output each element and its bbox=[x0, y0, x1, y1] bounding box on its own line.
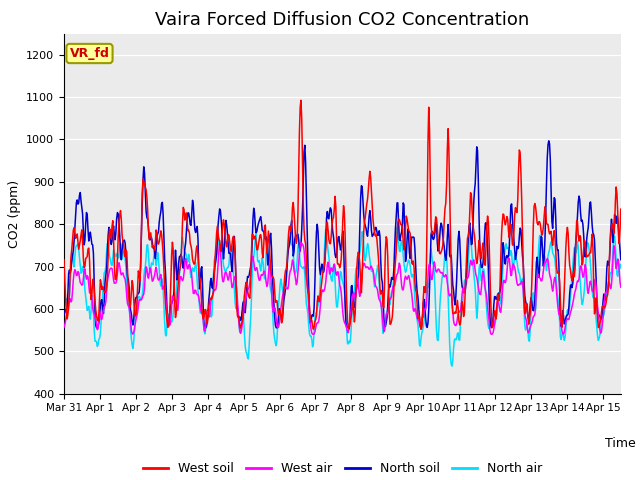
North soil bbox=[185, 210, 193, 216]
West soil bbox=[60, 257, 68, 263]
West air bbox=[617, 284, 625, 290]
North soil bbox=[70, 239, 78, 244]
North air bbox=[428, 246, 435, 252]
West soil bbox=[70, 225, 78, 230]
West soil bbox=[127, 289, 135, 295]
North soil bbox=[411, 244, 419, 250]
X-axis label: Time: Time bbox=[605, 437, 636, 450]
North air bbox=[617, 265, 625, 271]
North air bbox=[70, 264, 78, 270]
Line: West air: West air bbox=[64, 242, 621, 334]
West air bbox=[70, 270, 78, 276]
Line: North air: North air bbox=[64, 227, 621, 366]
North air bbox=[448, 363, 456, 369]
North air bbox=[127, 336, 135, 342]
West air bbox=[214, 273, 221, 279]
West soil bbox=[428, 231, 436, 237]
Legend: West soil, West air, North soil, North air: West soil, West air, North soil, North a… bbox=[138, 457, 547, 480]
West soil bbox=[411, 278, 419, 284]
West soil bbox=[297, 97, 305, 103]
North soil bbox=[428, 231, 435, 237]
Line: West soil: West soil bbox=[64, 100, 621, 329]
West soil bbox=[184, 228, 192, 234]
North soil bbox=[60, 311, 68, 317]
West soil bbox=[617, 206, 625, 212]
Line: North soil: North soil bbox=[64, 141, 621, 328]
North air bbox=[60, 295, 68, 300]
North soil bbox=[545, 138, 552, 144]
West air bbox=[411, 306, 419, 312]
North air bbox=[214, 249, 221, 254]
West air bbox=[60, 324, 68, 330]
Title: Vaira Forced Diffusion CO2 Concentration: Vaira Forced Diffusion CO2 Concentration bbox=[156, 11, 529, 29]
North soil bbox=[128, 319, 136, 325]
West air bbox=[127, 328, 135, 334]
West soil bbox=[214, 223, 221, 229]
North soil bbox=[93, 325, 101, 331]
North soil bbox=[214, 222, 222, 228]
West air bbox=[184, 266, 192, 272]
West soil bbox=[417, 326, 425, 332]
West air bbox=[428, 274, 435, 279]
West air bbox=[297, 240, 305, 245]
North soil bbox=[617, 257, 625, 263]
North air bbox=[184, 259, 192, 264]
Text: VR_fd: VR_fd bbox=[70, 47, 109, 60]
North air bbox=[393, 224, 401, 230]
Y-axis label: CO2 (ppm): CO2 (ppm) bbox=[8, 180, 20, 248]
West air bbox=[488, 331, 495, 337]
North air bbox=[411, 295, 419, 300]
